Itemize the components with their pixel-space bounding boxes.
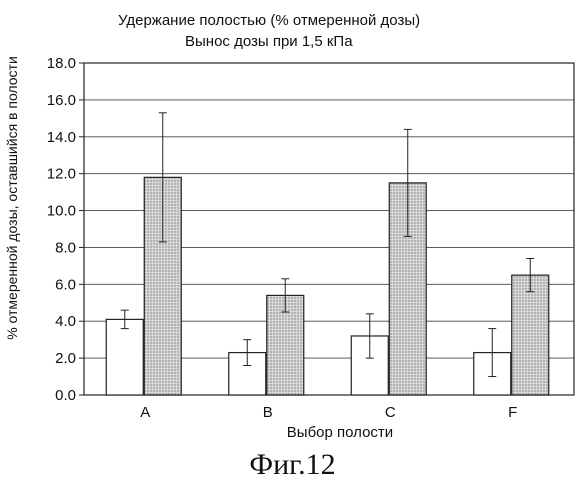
y-axis-label: % отмеренной дозы, оставшийся в полости [4,8,20,388]
y-tick-label: 6.0 [55,276,76,293]
x-tick-label: C [385,404,396,421]
x-tick-label: B [263,404,273,421]
y-tick-label: 0.0 [55,387,76,404]
y-tick-label: 4.0 [55,313,76,330]
y-tick-label: 2.0 [55,350,76,367]
y-tick-label: 10.0 [47,203,76,220]
bar-f-series-2 [512,275,549,395]
y-tick-label: 14.0 [47,129,76,146]
x-axis-label: Выбор полости [220,424,460,441]
bar-a-series-1 [106,319,143,395]
y-tick-label: 16.0 [47,92,76,109]
figure-caption: Фиг.12 [0,448,585,482]
x-tick-label: A [140,404,150,421]
y-tick-label: 18.0 [47,55,76,72]
y-tick-label: 12.0 [47,166,76,183]
y-tick-label: 8.0 [55,239,76,256]
x-tick-label: F [508,404,517,421]
